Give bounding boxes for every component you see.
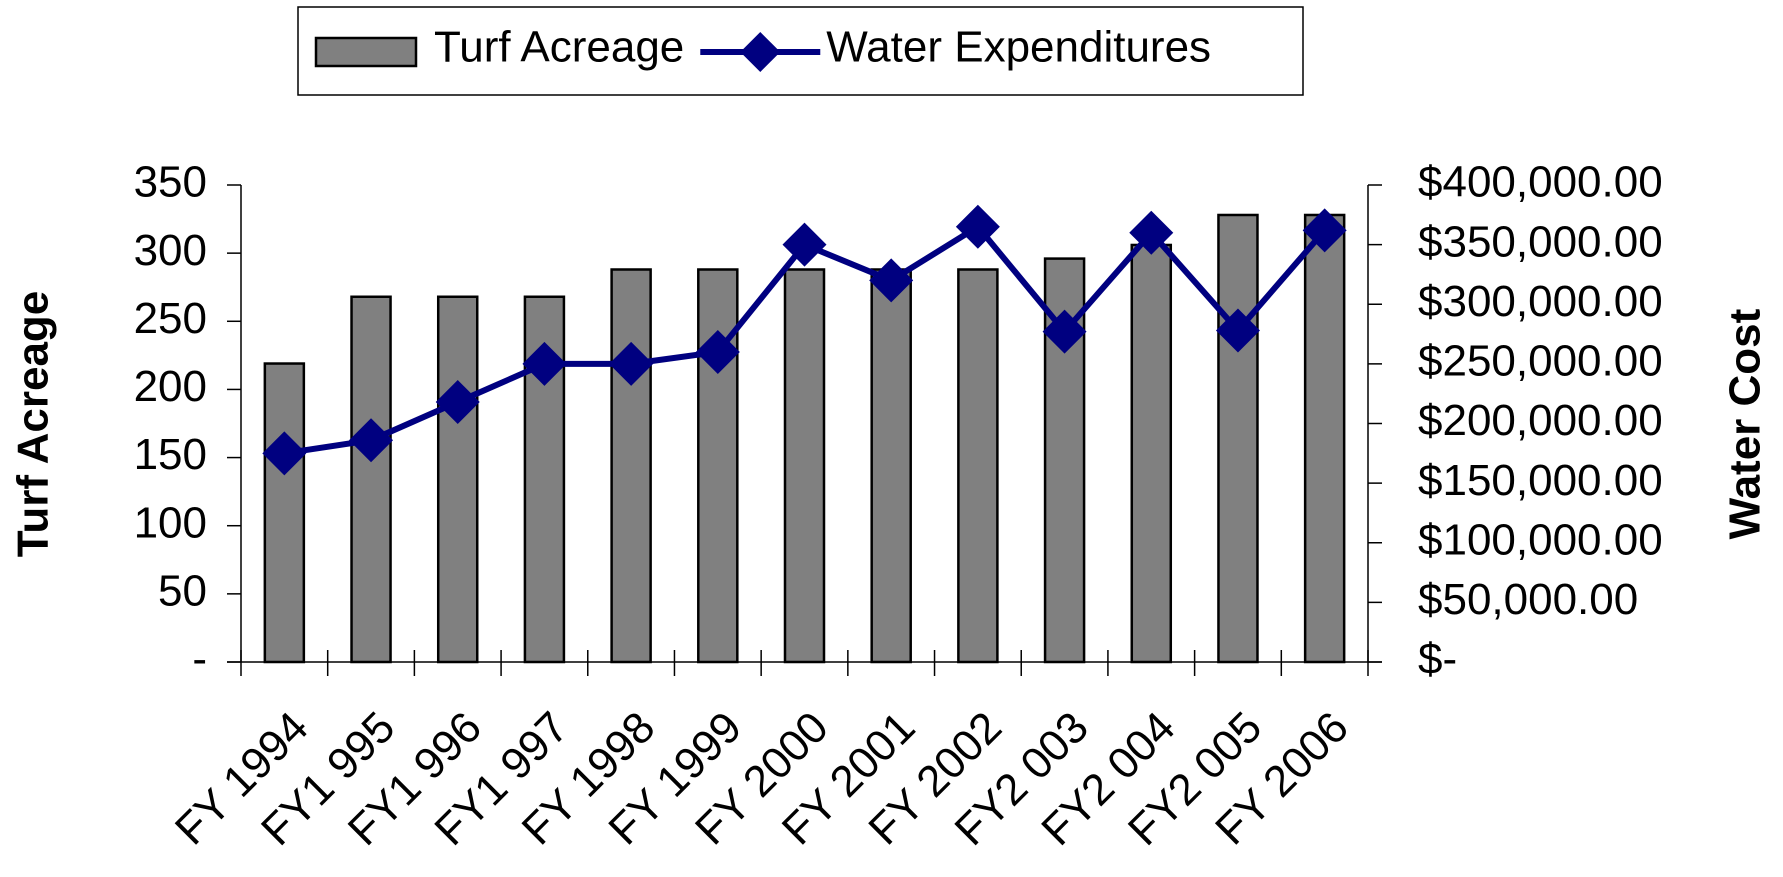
y-axis-title: Turf Acreage [9,291,58,558]
y-tick-label: 350 [134,158,207,207]
marker [262,431,307,476]
y2-tick-label: $100,000.00 [1418,515,1663,564]
y-tick-label: 250 [134,294,207,343]
y2-tick-label: $400,000.00 [1418,158,1663,207]
legend-label: Turf Acreage [434,23,684,72]
legend: Turf Acreage Water Expenditures [297,6,1304,96]
y2-tick-label: $350,000.00 [1418,217,1663,266]
bar [1303,213,1346,664]
marker [435,380,480,425]
y2-tick-label: $150,000.00 [1418,456,1663,505]
bar [957,268,999,664]
y-tick-label: 300 [134,226,207,275]
bar [263,362,306,664]
y2-axis-title: Water Cost [1721,308,1770,539]
marker [782,222,827,267]
marker [1042,309,1087,354]
y-tick-label: 200 [134,362,207,411]
bar [436,295,479,664]
y2-tick-label: $- [1418,635,1457,684]
y-tick-label: 100 [134,498,207,547]
marker [955,204,1000,249]
y2-tick-label: $300,000.00 [1418,277,1663,326]
y2-tick-label: $250,000.00 [1418,337,1663,386]
bar [1217,213,1259,664]
bar [1130,243,1173,664]
y-tick-label: 150 [134,430,207,479]
bar [350,295,392,664]
bar [697,268,739,664]
bar [870,268,912,664]
y2-tick-label: $50,000.00 [1418,575,1638,624]
marker [1302,208,1347,253]
legend-marker [740,32,781,72]
legend-label: Water Expenditures [826,23,1211,72]
marker [609,341,654,386]
y-tick-label: - [192,635,207,684]
marker [695,329,740,374]
bar [610,268,652,664]
marker [349,418,394,463]
y2-tick-label: $200,000.00 [1418,396,1663,445]
marker [1129,210,1174,255]
legend-swatch [314,36,418,68]
bar [783,268,826,664]
marker [869,258,914,303]
y-tick-label: 50 [158,566,207,615]
marker [522,341,567,386]
marker [1215,308,1260,353]
